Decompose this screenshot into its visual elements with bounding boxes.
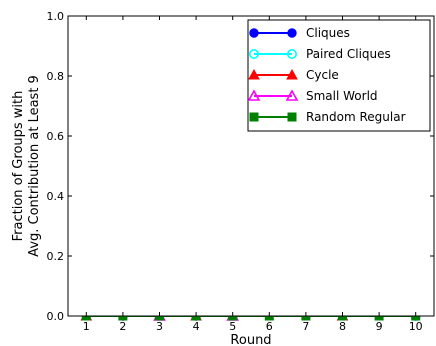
y-axis-label-line-2: Avg. Contribution at Least 9 xyxy=(27,75,42,257)
legend-label: Cliques xyxy=(306,26,350,40)
legend-marker xyxy=(286,48,297,59)
y-tick-label: 0.6 xyxy=(47,130,65,143)
legend-entry: Cycle xyxy=(248,68,339,82)
x-tick-label: 10 xyxy=(409,320,423,333)
legend: Cliques Paired Cliques Cycle Small World Ran… xyxy=(247,19,431,132)
legend-label: Small World xyxy=(306,89,378,103)
legend-entry: Cliques xyxy=(249,26,350,40)
legend-marker xyxy=(287,112,297,122)
legend-marker xyxy=(247,89,261,101)
legend-marker xyxy=(286,68,298,80)
y-tick-label: 0.8 xyxy=(47,70,65,83)
legend-entry: Small World xyxy=(247,89,378,103)
y-axis-label-line-1: Fraction of Groups with xyxy=(11,91,26,242)
x-tick-label: 1 xyxy=(83,320,90,333)
y-tick-label: 1.0 xyxy=(47,10,65,23)
legend-label: Cycle xyxy=(306,68,339,82)
legend-marker xyxy=(248,68,260,80)
x-tick-label: 9 xyxy=(376,320,383,333)
legend-entry: Paired Cliques xyxy=(249,47,391,61)
x-tick-label: 6 xyxy=(266,320,273,333)
x-tick-label: 3 xyxy=(156,320,163,333)
x-tick-label: 2 xyxy=(119,320,126,333)
legend-entry: Random Regular xyxy=(249,110,406,124)
x-tick-label: 4 xyxy=(193,320,200,333)
legend-label: Random Regular xyxy=(306,110,406,124)
legend-marker xyxy=(249,28,259,38)
legend-marker xyxy=(287,28,297,38)
x-tick-label: 8 xyxy=(339,320,346,333)
y-tick-label: 0.4 xyxy=(47,190,65,203)
legend-marker xyxy=(249,48,260,59)
x-tick-label: 5 xyxy=(229,320,236,333)
x-axis-label: Round xyxy=(230,333,271,346)
legend-marker xyxy=(285,89,299,101)
y-tick-label: 0.2 xyxy=(47,250,65,263)
y-tick-label: 0.0 xyxy=(47,310,65,323)
legend-label: Paired Cliques xyxy=(306,47,391,61)
legend-marker xyxy=(249,112,259,122)
x-tick-label: 7 xyxy=(302,320,309,333)
